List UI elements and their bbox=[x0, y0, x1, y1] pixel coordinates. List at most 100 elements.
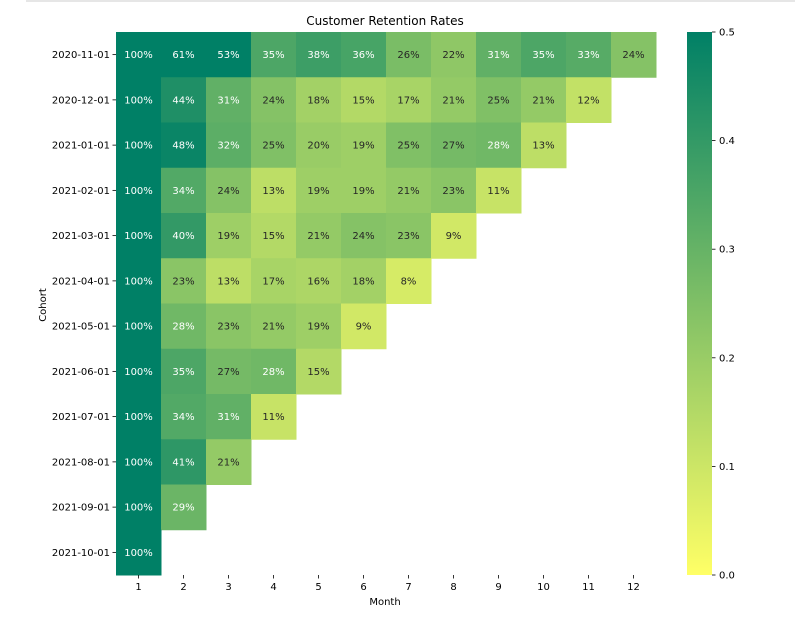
heatmap-cell bbox=[251, 32, 297, 78]
cell-value-label: 35% bbox=[172, 367, 194, 378]
colorbar-ticks: 0.0 0.1 0.2 0.3 0.4 0.5 bbox=[712, 28, 735, 582]
heatmap-cell bbox=[116, 348, 162, 395]
heatmap-cell bbox=[431, 213, 477, 259]
cell-value-label: 19% bbox=[352, 141, 374, 152]
cell-value-label: 23% bbox=[172, 276, 194, 287]
cell-value-label: 100% bbox=[124, 548, 153, 559]
x-tick-label: 4 bbox=[270, 582, 276, 593]
heatmap-cell bbox=[161, 213, 207, 259]
cell-value-label: 26% bbox=[397, 50, 419, 61]
heatmap-cell bbox=[341, 77, 387, 123]
heatmap-cell bbox=[566, 77, 612, 123]
cell-value-label: 23% bbox=[217, 322, 239, 333]
cell-value-label: 13% bbox=[532, 141, 554, 152]
cell-value-label: 28% bbox=[172, 322, 194, 333]
y-tick-label: 2021-01-01 bbox=[52, 141, 110, 152]
heatmap-cell bbox=[116, 439, 162, 485]
cell-value-label: 24% bbox=[262, 95, 284, 106]
heatmap-cell bbox=[206, 32, 252, 78]
y-tick-label: 2020-11-01 bbox=[52, 50, 110, 61]
cell-value-label: 15% bbox=[352, 95, 374, 106]
cell-value-label: 23% bbox=[442, 186, 464, 197]
heatmap-cell bbox=[431, 32, 477, 78]
heatmap-cell bbox=[251, 303, 297, 350]
heatmap-cell bbox=[296, 32, 342, 78]
heatmap-cell bbox=[296, 122, 342, 169]
cell-value-label: 13% bbox=[262, 186, 284, 197]
cell-value-label: 44% bbox=[172, 95, 194, 106]
heatmap-cell bbox=[161, 303, 207, 350]
heatmap-cell bbox=[116, 77, 162, 123]
heatmap-cell bbox=[386, 213, 432, 259]
heatmap-cell bbox=[161, 32, 207, 78]
cell-value-label: 100% bbox=[124, 141, 153, 152]
heatmap-cell bbox=[206, 258, 252, 304]
cell-value-label: 15% bbox=[307, 367, 329, 378]
cell-value-label: 31% bbox=[217, 412, 239, 423]
cell-value-label: 28% bbox=[262, 367, 284, 378]
x-tick-label: 5 bbox=[315, 582, 321, 593]
heatmap-cell bbox=[161, 439, 207, 485]
cell-value-label: 21% bbox=[442, 95, 464, 106]
cell-value-label: 36% bbox=[352, 50, 374, 61]
heatmap-cell bbox=[431, 77, 477, 123]
cell-value-label: 100% bbox=[124, 50, 153, 61]
cell-value-label: 100% bbox=[124, 367, 153, 378]
heatmap-cell bbox=[116, 258, 162, 304]
heatmap-cell bbox=[341, 258, 387, 304]
heatmap-cell bbox=[611, 32, 657, 78]
heatmap-cell bbox=[296, 167, 342, 214]
y-tick-label: 2021-10-01 bbox=[52, 548, 110, 559]
heatmap-cell bbox=[116, 167, 162, 214]
x-tick-label: 1 bbox=[135, 582, 141, 593]
cell-value-label: 20% bbox=[307, 141, 329, 152]
cell-value-label: 19% bbox=[352, 186, 374, 197]
y-tick-label: 2021-07-01 bbox=[52, 412, 110, 423]
colorbar-tick-label: 0.4 bbox=[719, 136, 735, 147]
heatmap-cell bbox=[206, 303, 252, 350]
cell-value-label: 19% bbox=[217, 231, 239, 242]
cell-value-label: 53% bbox=[217, 50, 239, 61]
cell-value-label: 9% bbox=[446, 231, 462, 242]
heatmap-cell bbox=[251, 394, 297, 440]
x-tick-label: 2 bbox=[180, 582, 186, 593]
x-tick-label: 10 bbox=[537, 582, 550, 593]
cell-value-label: 100% bbox=[124, 186, 153, 197]
heatmap-cell bbox=[341, 122, 387, 169]
cell-value-label: 100% bbox=[124, 457, 153, 468]
heatmap-cell bbox=[116, 32, 162, 78]
cell-value-label: 100% bbox=[124, 322, 153, 333]
cell-value-label: 18% bbox=[352, 276, 374, 287]
heatmap-cell bbox=[476, 77, 522, 123]
cell-value-label: 41% bbox=[172, 457, 194, 468]
cell-value-label: 24% bbox=[622, 50, 644, 61]
cell-value-label: 13% bbox=[217, 276, 239, 287]
heatmap-cell bbox=[296, 348, 342, 395]
heatmap-cell bbox=[161, 484, 207, 531]
cell-value-label: 21% bbox=[262, 322, 284, 333]
heatmap-cell bbox=[521, 122, 567, 169]
cell-value-label: 28% bbox=[487, 141, 509, 152]
cell-value-label: 16% bbox=[307, 276, 329, 287]
x-tick-label: 11 bbox=[582, 582, 595, 593]
heatmap-cell bbox=[116, 529, 162, 576]
cell-value-label: 19% bbox=[307, 186, 329, 197]
heatmap-cell bbox=[341, 167, 387, 214]
heatmap-cell bbox=[116, 122, 162, 169]
heatmap-cell bbox=[341, 213, 387, 259]
heatmap-cell bbox=[206, 167, 252, 214]
heatmap-cell bbox=[206, 439, 252, 485]
cell-value-label: 17% bbox=[397, 95, 419, 106]
y-tick-label: 2020-12-01 bbox=[52, 95, 110, 106]
cell-value-label: 21% bbox=[397, 186, 419, 197]
heatmap-cell bbox=[251, 77, 297, 123]
heatmap-cell bbox=[161, 122, 207, 169]
cell-value-label: 21% bbox=[307, 231, 329, 242]
cell-value-label: 9% bbox=[356, 322, 372, 333]
cell-value-label: 24% bbox=[352, 231, 374, 242]
heatmap-cell bbox=[116, 484, 162, 531]
heatmap-cell bbox=[161, 258, 207, 304]
cell-value-label: 25% bbox=[262, 141, 284, 152]
colorbar-tick-label: 0.0 bbox=[719, 571, 735, 582]
